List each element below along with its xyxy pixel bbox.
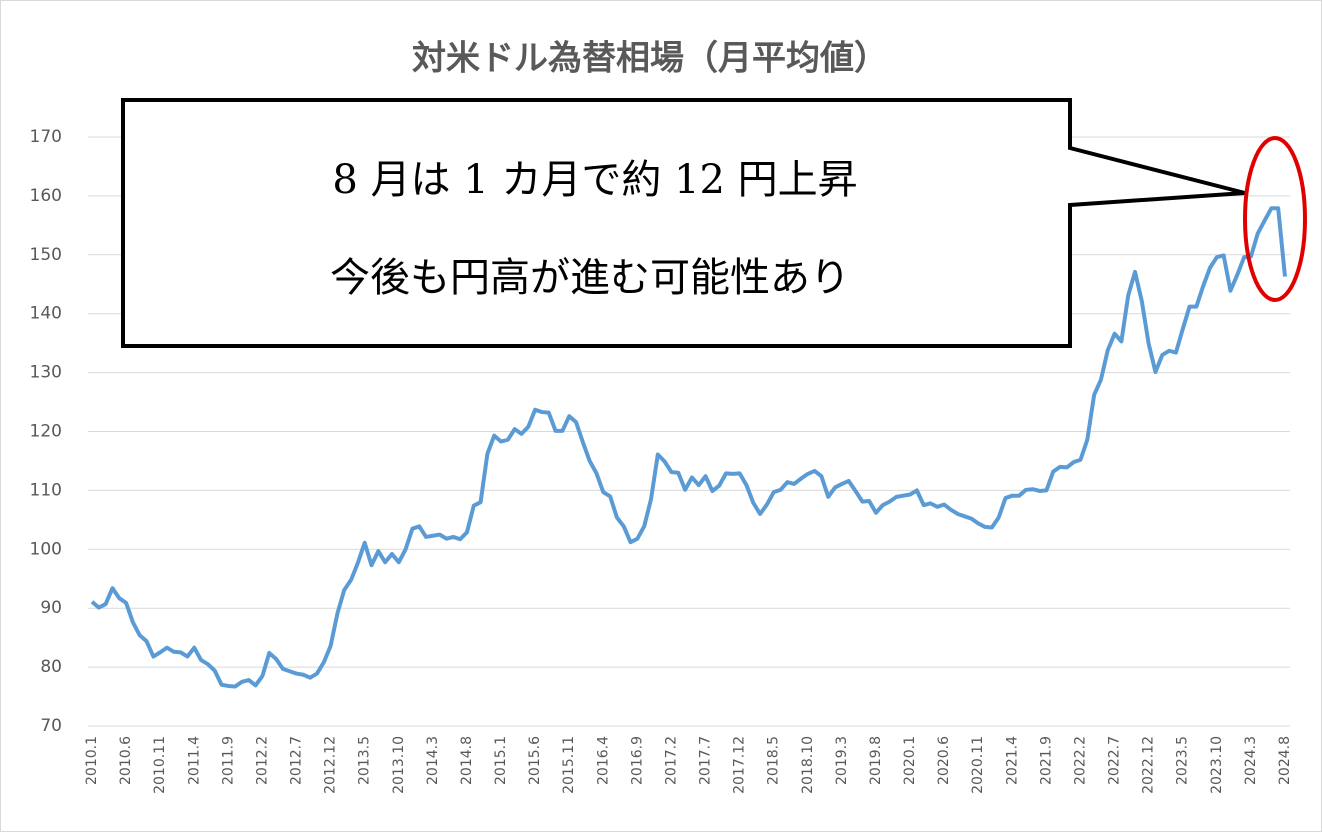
y-tick-label: 170	[30, 127, 62, 147]
x-tick-label: 2014.8	[459, 736, 475, 785]
y-tick-label: 120	[30, 422, 62, 442]
x-tick-label: 2022.2	[1072, 736, 1088, 785]
x-tick-label: 2017.7	[698, 736, 714, 785]
annotation: 8 月は 1 カ月で約 12 円上昇	[332, 157, 857, 203]
x-tick-label: 2020.11	[970, 736, 986, 794]
x-tick-label: 2017.2	[663, 736, 679, 785]
x-tick-label: 2023.5	[1175, 736, 1191, 785]
x-tick-label: 2018.10	[800, 736, 816, 794]
x-tick-label: 2014.3	[425, 736, 441, 785]
x-tick-label: 2016.4	[595, 736, 611, 785]
x-tick-label: 2016.9	[629, 736, 645, 785]
y-tick-label: 90	[40, 598, 62, 618]
highlight-ellipse	[1243, 136, 1307, 302]
y-tick-label: 130	[30, 363, 62, 383]
x-tick-label: 2012.12	[323, 736, 339, 794]
x-tick-label: 2024.3	[1243, 736, 1259, 785]
x-tick-label: 2019.8	[868, 736, 884, 785]
x-tick-label: 2022.12	[1141, 736, 1157, 794]
x-tick-label: 2021.4	[1004, 736, 1020, 785]
y-tick-label: 160	[30, 186, 62, 206]
x-tick-label: 2011.9	[220, 736, 236, 785]
chart-title: 対米ドル為替相場（月平均値）	[412, 39, 888, 79]
overlay: 8 月は 1 カ月で約 12 円上昇 今後も円高が進む可能性あり	[121, 98, 1307, 348]
x-tick-label: 2018.5	[766, 736, 782, 785]
y-tick-label: 80	[40, 657, 62, 677]
x-tick-label: 2010.6	[118, 736, 134, 785]
x-tick-label: 2015.6	[527, 736, 543, 785]
x-tick-label: 2015.11	[561, 736, 577, 794]
x-tick-label: 2015.1	[493, 736, 509, 785]
x-tick-label: 2017.12	[732, 736, 748, 794]
x-tick-label: 2019.3	[834, 736, 850, 785]
x-tick-label: 2020.1	[902, 736, 918, 785]
x-tick-label: 2010.11	[152, 736, 168, 794]
x-tick-label: 2011.4	[186, 736, 202, 785]
data-line	[90, 206, 1287, 689]
x-tick-label: 2012.7	[289, 736, 305, 785]
x-tick-label: 2021.9	[1038, 736, 1054, 785]
y-tick-label: 70	[40, 716, 62, 736]
x-tick-label: 2012.2	[254, 736, 270, 785]
x-tick-label: 2024.8	[1277, 736, 1293, 785]
y-tick-label: 100	[30, 539, 62, 559]
y-tick-label: 140	[30, 304, 62, 324]
x-tick-label: 2023.10	[1209, 736, 1225, 794]
callout-box	[121, 98, 1246, 348]
x-tick-label: 2013.5	[357, 736, 373, 785]
x-tick-label: 2020.6	[936, 736, 952, 785]
x-tick-label: 2010.1	[84, 736, 100, 785]
y-tick-label: 110	[30, 480, 62, 500]
annotation: 今後も円高が進む可能性あり	[330, 255, 850, 301]
y-tick-label: 150	[30, 245, 62, 265]
x-tick-label: 2013.10	[391, 736, 407, 794]
x-tick-label: 2022.7	[1107, 736, 1123, 785]
